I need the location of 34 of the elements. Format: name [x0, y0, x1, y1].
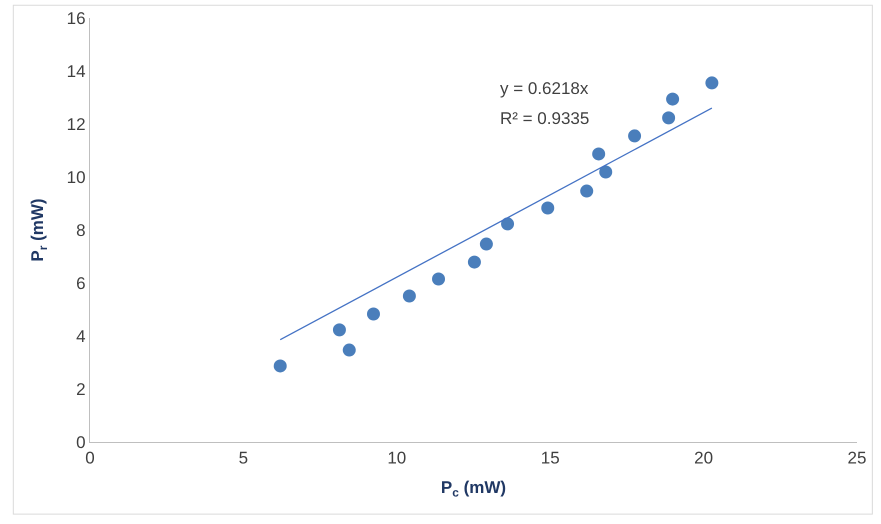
x-tick-label: 20: [694, 448, 714, 468]
point: [580, 184, 594, 198]
y-tick-label: 10: [66, 168, 86, 187]
point: [274, 359, 287, 372]
point: [402, 289, 416, 302]
annotation: R² = 0.9335: [500, 109, 590, 128]
x-tick-label: 25: [848, 448, 866, 468]
y-tick-label: 12: [66, 114, 86, 134]
y-tick-label: 8: [76, 220, 86, 240]
y-tick-label: 2: [76, 380, 86, 399]
x-tick-label: 10: [387, 448, 406, 468]
y-tick-label: 4: [76, 326, 86, 346]
y-tick-label: 0: [76, 432, 86, 452]
point: [342, 344, 356, 357]
point: [432, 272, 446, 286]
y-tick-label: 16: [66, 8, 86, 28]
point: [501, 217, 514, 230]
point: [332, 323, 346, 336]
x-axis-title: P$_{c}$ (mW): [440, 478, 506, 500]
point: [592, 147, 606, 160]
x-tick-label: 5: [238, 448, 248, 468]
y-tick-label: 14: [66, 62, 86, 81]
x-tick-label: 15: [540, 448, 560, 468]
point: [705, 76, 718, 90]
point: [468, 256, 481, 269]
point: [666, 92, 680, 106]
y-tick-label: 6: [76, 274, 86, 293]
point: [662, 111, 676, 124]
point: [628, 129, 642, 142]
point: [366, 308, 380, 321]
point: [599, 165, 612, 178]
point: [541, 202, 554, 215]
annotation: y = 0.6218x: [500, 79, 589, 98]
point: [480, 238, 493, 251]
